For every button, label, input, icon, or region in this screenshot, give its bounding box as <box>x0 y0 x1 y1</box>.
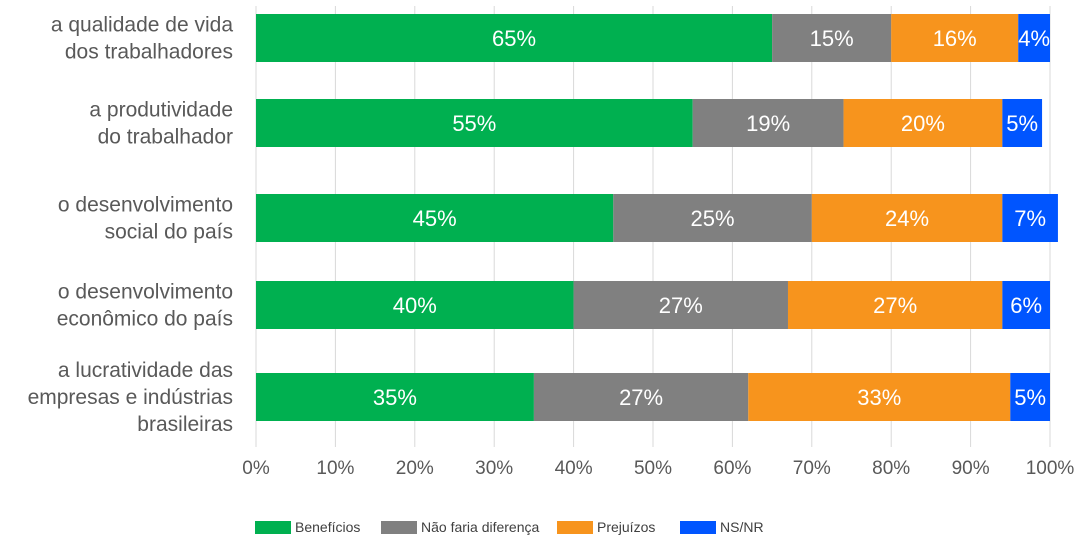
category-label: brasileiras <box>137 413 233 436</box>
bar-segment <box>843 99 1003 147</box>
category-labels: a qualidade de vida dos trabalhadores a pr… <box>28 14 234 437</box>
bar-segment <box>811 194 1003 242</box>
legend-swatch <box>255 521 291 534</box>
category-label: econômico do país <box>57 308 233 331</box>
legend: Benefícios Não faria diferença Prejuízos NS… <box>255 519 764 535</box>
data-label: 15% <box>810 26 854 51</box>
legend-label: NS/NR <box>720 519 764 535</box>
x-tick-label: 10% <box>316 458 354 479</box>
data-label: 27% <box>619 385 663 410</box>
data-label: 24% <box>885 206 929 231</box>
data-label: 65% <box>492 26 536 51</box>
legend-swatch <box>557 521 593 534</box>
bar-segment <box>573 281 788 329</box>
category-label: a lucratividade das <box>58 359 233 382</box>
data-label: 20% <box>901 111 945 136</box>
x-tick-label: 30% <box>475 458 513 479</box>
data-label: 45% <box>413 206 457 231</box>
legend-swatch <box>680 521 716 534</box>
x-tick-label: 20% <box>396 458 434 479</box>
x-tick-label: 60% <box>713 458 751 479</box>
bar-segment <box>787 281 1003 329</box>
category-label: do trabalhador <box>98 126 233 149</box>
category-label: social do país <box>105 221 233 244</box>
x-tick-label: 0% <box>242 458 270 479</box>
category-label: a produtividade <box>89 99 233 122</box>
x-tick-label: 90% <box>952 458 990 479</box>
bar-segment <box>1002 99 1043 147</box>
bar-segment <box>891 14 1019 62</box>
data-label: 35% <box>373 385 417 410</box>
bar-segment <box>1002 281 1050 329</box>
bar-segment <box>256 194 614 242</box>
data-label: 5% <box>1006 111 1038 136</box>
data-label: 5% <box>1014 385 1046 410</box>
data-label: 25% <box>691 206 735 231</box>
data-label: 7% <box>1014 206 1046 231</box>
data-label: 19% <box>746 111 790 136</box>
bar-segment <box>748 373 1011 421</box>
data-label: 4% <box>1018 26 1050 51</box>
category-label: dos trabalhadores <box>65 41 233 64</box>
bar-segment <box>256 99 693 147</box>
category-label: a qualidade de vida <box>51 14 233 37</box>
data-label: 16% <box>933 26 977 51</box>
data-label: 27% <box>873 293 917 318</box>
x-axis: 0% 10% 20% 30% 40% 50% 60% 70% 80% 90% 100% <box>242 458 1074 479</box>
legend-label: Prejuízos <box>597 519 655 535</box>
bar-segment <box>772 14 892 62</box>
bar-segment <box>533 373 749 421</box>
category-label: empresas e indústrias <box>28 386 233 409</box>
bar-segment <box>1002 194 1058 242</box>
bar-segment <box>256 373 534 421</box>
data-label: 6% <box>1010 293 1042 318</box>
category-label: o desenvolvimento <box>58 194 233 217</box>
bar-segment <box>692 99 844 147</box>
x-tick-label: 100% <box>1026 458 1074 479</box>
data-label: 55% <box>452 111 496 136</box>
x-tick-label: 70% <box>793 458 831 479</box>
bar-segment <box>613 194 812 242</box>
bars: 65% 15% 16% 4% 55% 19% 20% 5% 45% 25% 24% 7% 40% 27% 2… <box>256 14 1058 421</box>
data-label: 33% <box>857 385 901 410</box>
category-label: o desenvolvimento <box>58 281 233 304</box>
legend-label: Não faria diferença <box>421 519 540 535</box>
x-tick-label: 40% <box>555 458 593 479</box>
bar-segment <box>256 281 574 329</box>
bar-segment <box>1018 14 1050 62</box>
legend-label: Benefícios <box>295 519 360 535</box>
data-label: 40% <box>393 293 437 318</box>
legend-swatch <box>381 521 417 534</box>
bar-segment <box>256 14 773 62</box>
bar-segment <box>1010 373 1050 421</box>
data-label: 27% <box>659 293 703 318</box>
x-tick-label: 50% <box>634 458 672 479</box>
x-tick-label: 80% <box>872 458 910 479</box>
